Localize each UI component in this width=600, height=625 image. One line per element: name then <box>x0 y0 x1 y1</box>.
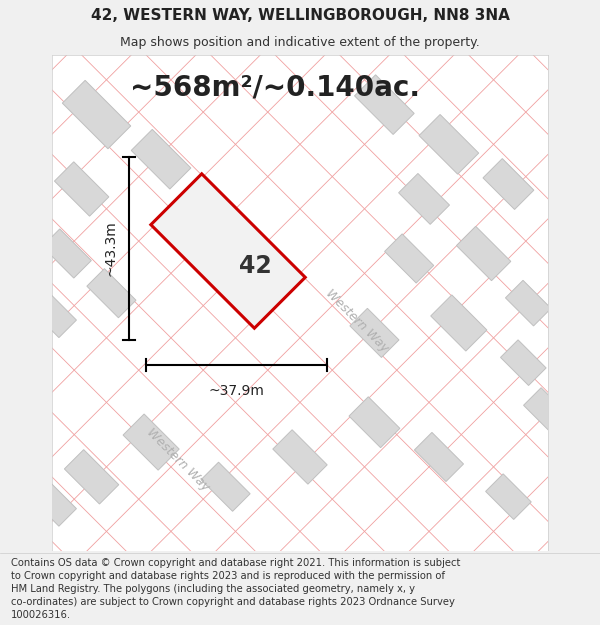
Polygon shape <box>55 162 109 216</box>
Polygon shape <box>415 432 464 481</box>
Text: 42, WESTERN WAY, WELLINGBOROUGH, NN8 3NA: 42, WESTERN WAY, WELLINGBOROUGH, NN8 3NA <box>91 8 509 23</box>
Polygon shape <box>87 269 136 318</box>
Text: 100026316.: 100026316. <box>11 611 71 621</box>
Polygon shape <box>123 414 179 470</box>
Text: Contains OS data © Crown copyright and database right 2021. This information is : Contains OS data © Crown copyright and d… <box>11 558 460 568</box>
Text: HM Land Registry. The polygons (including the associated geometry, namely x, y: HM Land Registry. The polygons (includin… <box>11 584 415 594</box>
Polygon shape <box>273 430 327 484</box>
Text: ~37.9m: ~37.9m <box>209 384 265 398</box>
Polygon shape <box>349 397 400 448</box>
Polygon shape <box>500 340 546 386</box>
Polygon shape <box>483 159 534 209</box>
Polygon shape <box>28 289 76 338</box>
Polygon shape <box>505 281 551 326</box>
Text: ~43.3m: ~43.3m <box>104 221 118 276</box>
Text: 42: 42 <box>239 254 272 278</box>
Text: Western Way: Western Way <box>323 286 391 354</box>
Polygon shape <box>42 229 91 278</box>
Text: Western Way: Western Way <box>145 426 212 493</box>
Polygon shape <box>350 308 399 358</box>
Polygon shape <box>131 129 191 189</box>
Polygon shape <box>457 226 511 281</box>
Polygon shape <box>62 81 131 149</box>
Polygon shape <box>419 114 479 174</box>
Text: ~568m²/~0.140ac.: ~568m²/~0.140ac. <box>130 73 420 101</box>
Polygon shape <box>398 174 449 224</box>
Polygon shape <box>28 477 76 526</box>
Text: to Crown copyright and database rights 2023 and is reproduced with the permissio: to Crown copyright and database rights 2… <box>11 571 445 581</box>
Polygon shape <box>355 75 414 134</box>
Polygon shape <box>524 388 572 437</box>
Text: co-ordinates) are subject to Crown copyright and database rights 2023 Ordnance S: co-ordinates) are subject to Crown copyr… <box>11 598 455 608</box>
Polygon shape <box>64 449 119 504</box>
Polygon shape <box>201 462 250 511</box>
Polygon shape <box>485 474 531 519</box>
Text: Map shows position and indicative extent of the property.: Map shows position and indicative extent… <box>120 36 480 49</box>
Polygon shape <box>431 295 487 351</box>
Polygon shape <box>385 234 434 283</box>
Polygon shape <box>151 174 305 328</box>
